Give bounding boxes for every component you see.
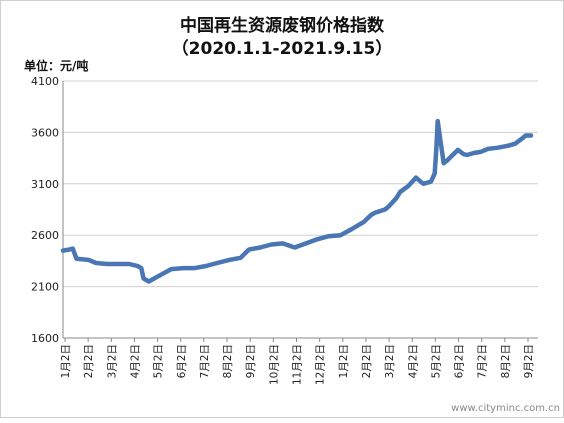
x-tick-label: 7月2日 — [199, 344, 211, 378]
series-group — [60, 118, 534, 284]
data-point — [239, 256, 243, 260]
data-point — [387, 204, 391, 208]
data-point — [315, 237, 319, 241]
data-point — [506, 144, 510, 148]
x-tick-label: 10月2日 — [268, 344, 280, 385]
data-point — [87, 258, 91, 262]
data-point — [258, 245, 262, 250]
data-point — [350, 227, 354, 231]
y-tick-label: 2600 — [31, 229, 59, 242]
x-tick-label: 1月2日 — [338, 344, 350, 378]
x-tick-label: 3月2日 — [384, 344, 396, 378]
x-tick-label: 5月2日 — [153, 344, 165, 378]
data-point — [169, 267, 173, 271]
data-point — [304, 241, 308, 245]
data-point — [74, 257, 79, 261]
data-point — [71, 247, 75, 251]
data-point — [193, 266, 197, 270]
data-point — [154, 275, 158, 279]
data-point — [445, 158, 450, 162]
data-point — [247, 248, 251, 252]
x-tick-label: 4月2日 — [407, 344, 419, 378]
y-axis: 1600 2100 2600 3100 3600 4100 — [31, 75, 64, 345]
x-tick-label: 12月2日 — [315, 344, 327, 385]
x-tick-label: 9月2日 — [245, 344, 257, 378]
data-point — [327, 234, 331, 238]
data-point — [513, 142, 517, 146]
data-point — [524, 133, 528, 138]
data-point — [139, 266, 143, 270]
watermark-text: www.cityminc.com.cn — [451, 403, 560, 414]
x-tick-label: 11月2日 — [292, 344, 304, 385]
data-point — [373, 211, 377, 215]
data-point — [269, 242, 273, 247]
y-tick-label: 2100 — [31, 281, 59, 294]
data-point — [406, 184, 410, 188]
data-point — [433, 171, 437, 176]
x-axis: 1月2日 2月2日 3月2日 4月2日 5月2日 6月2日 7月2日 8月2日 9月2日 10月2… — [60, 337, 538, 385]
data-point — [67, 248, 71, 252]
data-point — [94, 261, 98, 265]
x-tick-label: 6月2日 — [454, 344, 466, 378]
data-point — [181, 266, 185, 270]
data-point — [421, 182, 425, 186]
x-tick-label: 7月2日 — [477, 344, 489, 378]
data-point — [141, 276, 146, 280]
x-tick-label: 5月2日 — [430, 344, 442, 378]
data-point — [529, 133, 533, 138]
data-point — [438, 135, 442, 140]
y-tick-label: 4100 — [31, 75, 59, 88]
data-point — [116, 262, 120, 266]
data-point — [520, 137, 524, 141]
x-tick-label: 3月2日 — [106, 344, 118, 378]
unit-label: 单位：元/吨 — [24, 58, 88, 73]
x-tick-label: 1月2日 — [60, 344, 72, 378]
data-point — [204, 264, 208, 268]
data-point — [293, 245, 297, 250]
data-point — [362, 220, 366, 224]
data-point — [147, 279, 151, 284]
chart-subtitle: （2020.1.1-2021.9.15） — [172, 38, 393, 59]
x-tick-label: 6月2日 — [176, 344, 188, 378]
data-point — [105, 262, 109, 266]
y-tick-label: 3600 — [31, 126, 59, 139]
data-point — [414, 176, 418, 180]
data-point — [429, 180, 433, 184]
data-point — [127, 262, 131, 266]
data-point — [472, 151, 476, 155]
data-point — [394, 196, 398, 200]
data-point — [135, 264, 140, 268]
y-tick-label: 1600 — [31, 332, 59, 345]
x-tick-label: 2月2日 — [83, 344, 95, 378]
x-tick-label: 8月2日 — [500, 344, 512, 378]
x-tick-label: 2月2日 — [361, 344, 373, 378]
data-point — [495, 146, 499, 150]
data-point — [369, 213, 374, 217]
y-tick-label: 3100 — [31, 178, 59, 191]
x-tick-label: 9月2日 — [523, 344, 535, 378]
data-point — [486, 147, 490, 151]
data-point — [461, 152, 465, 156]
data-point — [339, 233, 343, 237]
data-point — [383, 207, 387, 212]
data-point — [398, 190, 402, 194]
data-point — [436, 119, 440, 123]
data-point — [281, 241, 285, 245]
data-point — [442, 161, 446, 165]
data-point — [227, 258, 231, 262]
data-point — [215, 261, 219, 265]
x-tick-label: 4月2日 — [129, 344, 141, 378]
data-point — [162, 271, 166, 275]
data-point — [434, 149, 438, 153]
x-tick-label: 8月2日 — [222, 344, 234, 378]
data-point — [451, 153, 455, 157]
data-point — [61, 249, 65, 253]
chart-title: 中国再生资源废钢价格指数 — [180, 15, 385, 36]
data-point — [456, 148, 460, 152]
data-point — [465, 153, 469, 157]
data-point — [479, 150, 483, 154]
